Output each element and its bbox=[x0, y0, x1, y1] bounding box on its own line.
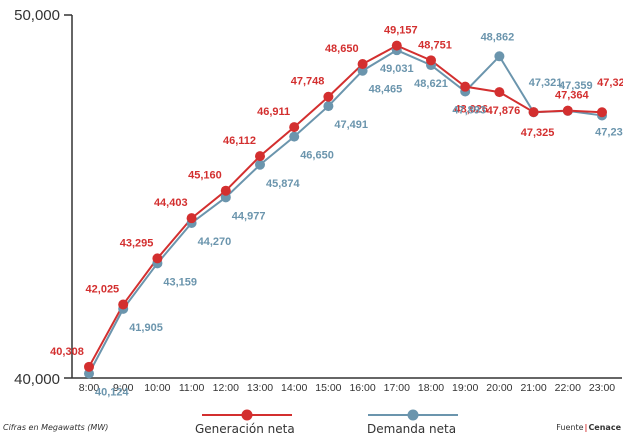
x-tick-label: 15:00 bbox=[315, 382, 341, 394]
data-labels: 40,308 42,025 43,295 44,403 45,160 46,112 46,9… bbox=[50, 25, 623, 399]
point-generacion bbox=[357, 59, 368, 70]
x-tick-label: 18:00 bbox=[418, 382, 444, 394]
source-org: Cenace bbox=[588, 423, 621, 432]
data-label-demanda: 48,465 bbox=[369, 84, 403, 96]
x-tick-label: 17:00 bbox=[384, 382, 410, 394]
data-label-generacion: 47,325 bbox=[521, 127, 555, 139]
y-tick-label-max: 50,000 bbox=[14, 7, 60, 24]
x-tick-label: 8:00 bbox=[79, 382, 100, 394]
point-generacion bbox=[597, 107, 607, 118]
point-generacion bbox=[220, 185, 231, 196]
source-separator: | bbox=[584, 423, 588, 432]
data-label-demanda: 47,233 bbox=[595, 126, 623, 138]
point-demanda bbox=[255, 159, 265, 170]
point-generacion bbox=[426, 55, 436, 66]
point-demanda bbox=[323, 101, 334, 112]
point-demanda bbox=[494, 51, 505, 62]
x-tick-label: 14:00 bbox=[281, 382, 307, 394]
data-label-demanda: 44,977 bbox=[232, 210, 266, 222]
point-generacion bbox=[255, 151, 265, 162]
x-tick-label: 22:00 bbox=[555, 382, 581, 394]
x-tick-labels: 8:00 9:00 10:00 11:00 12:00 13:00 14:00 15:00 16… bbox=[79, 382, 616, 394]
x-tick-label: 20:00 bbox=[486, 382, 512, 394]
data-label-demanda: 48,862 bbox=[481, 31, 515, 43]
data-label-generacion: 40,308 bbox=[50, 346, 84, 358]
point-generacion bbox=[494, 87, 505, 98]
data-label-demanda: 49,031 bbox=[380, 63, 414, 75]
y-tick-label-min: 40,000 bbox=[14, 371, 60, 388]
series-line-demanda bbox=[88, 49, 603, 374]
source-prefix: Fuente bbox=[556, 423, 584, 432]
point-generacion bbox=[323, 91, 334, 102]
legend-item-demanda bbox=[366, 405, 466, 424]
series-line-generacion bbox=[88, 44, 603, 368]
legend-item-generacion: Generación neta bbox=[200, 405, 340, 424]
data-label-demanda: 48,621 bbox=[414, 78, 448, 90]
data-label-demanda: 47,893 bbox=[452, 104, 486, 116]
legend-swatch-demanda bbox=[368, 409, 458, 421]
legend-text-generacion: Generación neta bbox=[195, 422, 295, 436]
units-note: Cifras en Megawatts (MW) bbox=[3, 423, 109, 432]
point-generacion bbox=[289, 122, 300, 133]
data-label-generacion: 44,403 bbox=[154, 197, 188, 209]
point-generacion bbox=[528, 107, 539, 118]
data-label-demanda: 46,650 bbox=[300, 150, 334, 162]
x-tick-label: 16:00 bbox=[349, 382, 375, 394]
series-points bbox=[84, 40, 607, 379]
data-label-demanda: 40,124 bbox=[95, 386, 130, 398]
x-tick-label: 11:00 bbox=[179, 382, 205, 394]
x-tick-label: 23:00 bbox=[589, 382, 615, 394]
data-label-generacion: 46,112 bbox=[223, 135, 256, 147]
x-tick-label: 21:00 bbox=[520, 382, 546, 394]
data-label-demanda: 41,905 bbox=[129, 322, 163, 334]
point-generacion bbox=[186, 213, 197, 224]
data-label-generacion: 48,026 bbox=[454, 104, 488, 116]
point-generacion bbox=[562, 105, 573, 116]
data-label-demanda: 45,874 bbox=[266, 178, 301, 190]
data-label-generacion: 46,911 bbox=[257, 106, 290, 118]
data-label-generacion: 42,025 bbox=[86, 283, 120, 295]
x-tick-label: 13:00 bbox=[247, 382, 273, 394]
point-generacion bbox=[391, 40, 402, 51]
point-generacion bbox=[152, 253, 163, 264]
x-tick-label: 12:00 bbox=[213, 382, 239, 394]
data-label-demanda: 47,321 bbox=[529, 77, 563, 89]
point-demanda bbox=[289, 131, 300, 142]
source-credit: Fuente|Cenace bbox=[556, 423, 621, 432]
data-label-generacion: 45,160 bbox=[188, 170, 222, 182]
data-label-generacion: 47,321 bbox=[597, 77, 623, 89]
x-tick-label: 10:00 bbox=[144, 382, 170, 394]
data-label-generacion: 48,650 bbox=[325, 43, 359, 55]
data-label-generacion: 47,364 bbox=[555, 90, 590, 102]
data-label-demanda: 43,159 bbox=[163, 276, 197, 288]
x-tick-label: 9:00 bbox=[113, 382, 134, 394]
data-label-generacion: 48,751 bbox=[418, 39, 452, 51]
legend-text-demanda: Demanda neta bbox=[367, 422, 457, 436]
data-label-generacion: 43,295 bbox=[120, 237, 154, 249]
legend-swatch-generacion bbox=[202, 409, 292, 421]
point-generacion bbox=[118, 299, 129, 310]
data-label-demanda: 47,359 bbox=[559, 80, 593, 92]
chart-footer: Cifras en Megawatts (MW) Generación neta… bbox=[0, 409, 623, 437]
series-lines bbox=[88, 44, 603, 374]
data-label-generacion: 49,157 bbox=[384, 25, 418, 37]
data-label-generacion: 47,748 bbox=[291, 76, 325, 88]
data-label-demanda: 44,270 bbox=[198, 236, 232, 248]
point-generacion bbox=[84, 361, 94, 372]
x-tick-label: 19:00 bbox=[452, 382, 478, 394]
data-label-demanda: 47,491 bbox=[334, 119, 368, 131]
data-label-generacion: 47,876 bbox=[487, 105, 521, 117]
point-generacion bbox=[460, 81, 471, 92]
